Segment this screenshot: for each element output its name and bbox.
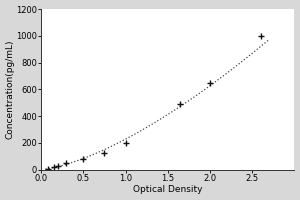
Y-axis label: Concentration(pg/mL): Concentration(pg/mL) [6, 40, 15, 139]
X-axis label: Optical Density: Optical Density [133, 185, 202, 194]
